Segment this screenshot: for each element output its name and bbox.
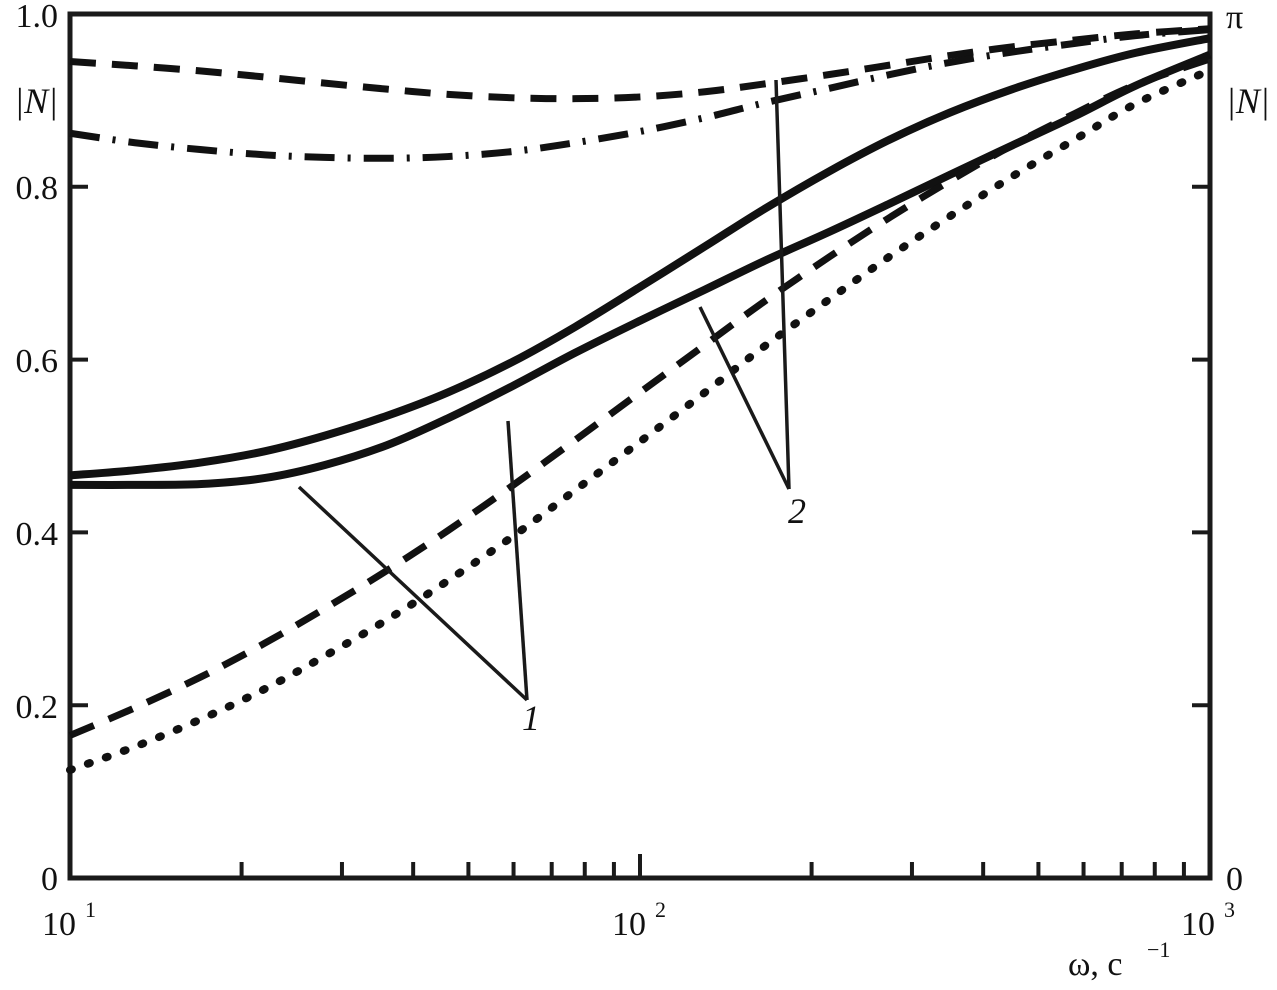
curve-solid-lower-curve [69, 50, 1212, 489]
y-axis-label-right: |N| [1226, 81, 1270, 121]
y-tick-label-0.4: 0.4 [16, 516, 59, 553]
leader-line-1a [297, 485, 529, 702]
curve-dashed-upper-curve [69, 25, 1211, 103]
y-axis-label-left: |N| [14, 81, 58, 121]
curve-dashdot-upper-curve [69, 26, 1211, 162]
x-axis-label: ω, c −1 [1068, 937, 1170, 983]
leader-line-1b [506, 420, 529, 701]
axis-ticks [70, 184, 1210, 878]
curve-dotted-lower-curve [66, 66, 1214, 774]
y-tick-label-1.0: 1.0 [16, 0, 59, 35]
y-axis-right-top-symbol: π [1226, 0, 1243, 36]
y-tick-label-right-0: 0 [1226, 861, 1243, 898]
x-tick-base-1: 10 [42, 906, 76, 943]
x-tick-exp-1: 1 [85, 897, 96, 922]
curve-dashed-lower-curve [68, 55, 1212, 739]
axis-frame-rect [67, 11, 1213, 881]
x-tick-exp-2: 2 [655, 897, 666, 922]
annotation-leader-lines [297, 79, 791, 702]
curve-solid-upper-curve [69, 34, 1211, 480]
data-curves [66, 25, 1214, 774]
x-tick-exp-3: 3 [1224, 897, 1235, 922]
x-tick-base-3: 10 [1181, 906, 1215, 943]
x-axis-label-mantissa: ω, c [1068, 946, 1122, 983]
curve-group-label-1: 1 [522, 698, 540, 738]
x-tick-label-10e3: 10 3 [1181, 897, 1235, 943]
y-tick-label-0.6: 0.6 [16, 343, 59, 380]
y-tick-label-0.8: 0.8 [16, 170, 59, 207]
x-tick-label-10e1: 10 1 [42, 897, 96, 943]
x-tick-base-2: 10 [612, 906, 646, 943]
y-tick-label-0.2: 0.2 [16, 689, 59, 726]
plot-frame [67, 11, 1213, 881]
x-axis-label-exponent: −1 [1147, 937, 1170, 962]
leader-line-2a [698, 306, 791, 490]
curve-group-label-2: 2 [788, 491, 806, 531]
leader-line-2b [774, 79, 791, 490]
y-tick-label-0: 0 [41, 861, 58, 898]
x-tick-label-10e2: 10 2 [612, 897, 666, 943]
